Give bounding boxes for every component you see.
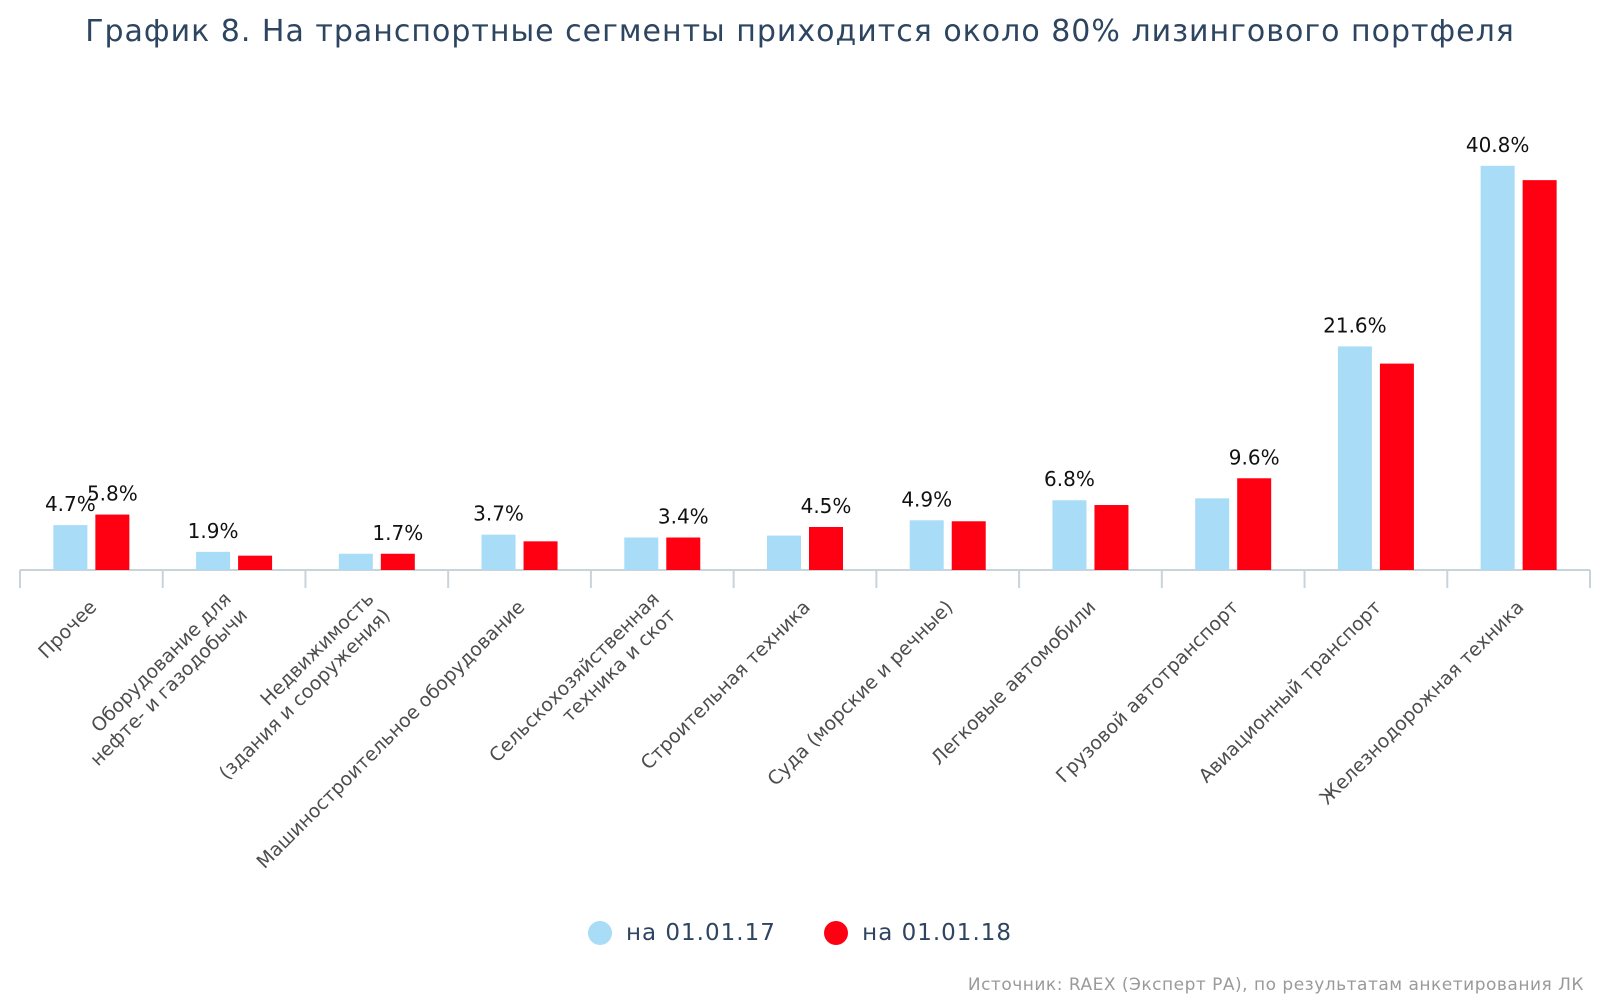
bar-2017-10 [1480, 165, 1515, 571]
bar-2018-8 [1237, 478, 1272, 570]
legend-dot-2018 [824, 921, 849, 945]
bar-2018-2 [380, 553, 415, 570]
data-label-2017-0: 4.7% [45, 492, 96, 516]
bar-2017-0 [53, 525, 88, 570]
bar-2017-8 [1195, 498, 1230, 570]
bar-2018-4 [666, 537, 701, 570]
bar-2017-7 [1052, 500, 1087, 570]
bar-2017-1 [196, 551, 231, 570]
bar-2017-9 [1337, 346, 1372, 570]
chart-title: График 8. На транспортные сегменты прихо… [85, 14, 1515, 49]
legend-label-2017: на 01.01.17 [625, 920, 776, 946]
data-label-2018-5: 4.5% [801, 494, 852, 518]
bar-2018-10 [1522, 180, 1557, 570]
category-label-7: Легковые автомобили [927, 596, 1100, 769]
data-label-2018-4: 3.4% [658, 505, 709, 529]
legend-dot-2017 [587, 921, 612, 945]
data-label-2018-2: 1.7% [372, 521, 423, 545]
bar-2018-3 [523, 541, 558, 570]
bar-2018-6 [951, 521, 986, 570]
bar-2018-0 [95, 514, 130, 570]
legend-item-2017[interactable]: на 01.01.17 [587, 920, 776, 946]
bar-2017-5 [767, 535, 801, 570]
data-label-2018-0: 5.8% [87, 482, 138, 506]
data-label-2017-7: 6.8% [1044, 467, 1095, 491]
bar-2017-6 [909, 520, 944, 570]
data-label-2018-8: 9.6% [1229, 445, 1280, 469]
bar-2018-9 [1379, 363, 1414, 570]
data-label-2017-9: 21.6% [1323, 313, 1387, 337]
bar-2018-1 [238, 555, 273, 570]
legend-label-2018: на 01.01.18 [862, 920, 1013, 946]
legend-item-2018[interactable]: на 01.01.18 [824, 920, 1012, 946]
bar-2018-7 [1094, 505, 1129, 570]
data-label-2017-6: 4.9% [901, 487, 952, 511]
data-label-2017-3: 3.7% [473, 502, 524, 526]
bar-2017-2 [338, 553, 373, 570]
category-label-3: Машиностроительное оборудование [252, 596, 529, 873]
data-label-2017-10: 40.8% [1466, 133, 1530, 157]
category-label-0: Прочее [34, 596, 101, 663]
bar-2017-3 [481, 534, 516, 570]
bar-2017-4 [624, 537, 659, 570]
legend: на 01.01.17 на 01.01.18 [0, 920, 1600, 951]
data-label-2017-1: 1.9% [188, 519, 239, 543]
bar-2018-5 [809, 527, 843, 570]
source-note: Источник: RAEX (Эксперт РА), по результа… [967, 975, 1584, 995]
